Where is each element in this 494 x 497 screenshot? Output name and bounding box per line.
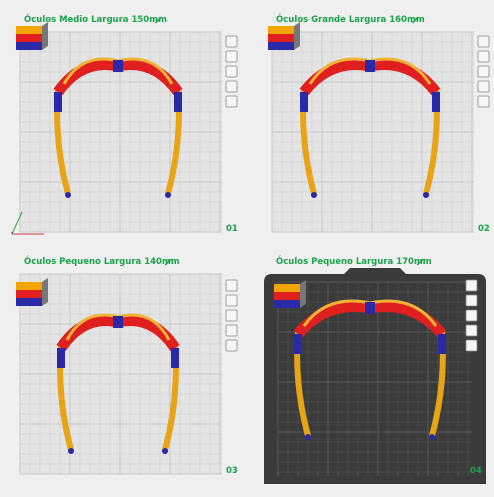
- glasses-bridge: [365, 60, 375, 72]
- axis-y: [11, 211, 23, 235]
- glasses-tip: [423, 192, 429, 198]
- filament-cube: [16, 282, 42, 290]
- filament-cube: [268, 34, 294, 42]
- plate-panel[interactable]: Óculos Grande Largura 160mm 02: [268, 13, 490, 234]
- filament-cube-side: [42, 22, 48, 50]
- plate-panel[interactable]: Óculos Pequeno Largura 140mm 03: [16, 255, 238, 476]
- edit-icon[interactable]: [416, 258, 424, 266]
- glasses-tip: [429, 434, 435, 440]
- plate-tool-button[interactable]: [225, 80, 238, 93]
- filament-cube: [268, 42, 294, 50]
- edit-icon[interactable]: [411, 16, 419, 24]
- filament-cube-side: [294, 22, 300, 50]
- glasses-hinge: [171, 348, 179, 368]
- plate-tool-button[interactable]: [225, 50, 238, 63]
- glasses-bridge: [365, 302, 375, 314]
- plate-panel[interactable]: Óculos Medio Largura 150mm 01: [11, 13, 238, 235]
- plate-number: 04: [470, 466, 482, 476]
- glasses-tip: [68, 448, 74, 454]
- plate-tool-button[interactable]: [465, 309, 478, 322]
- plate-title[interactable]: Óculos Medio Largura 150mm: [24, 13, 167, 25]
- glasses-hinge: [54, 92, 62, 112]
- filament-cube: [274, 300, 300, 308]
- plate-title[interactable]: Óculos Pequeno Largura 170mm: [276, 255, 432, 267]
- glasses-bridge: [113, 316, 123, 328]
- filament-cube-side: [300, 280, 306, 308]
- glasses-hinge: [432, 92, 440, 112]
- glasses-hinge: [294, 334, 302, 354]
- glasses-hinge: [438, 334, 446, 354]
- plate-number: 01: [226, 224, 238, 234]
- filament-cube: [16, 290, 42, 298]
- filament-cube: [16, 26, 42, 34]
- plate-title[interactable]: Óculos Pequeno Largura 140mm: [24, 255, 180, 267]
- plate-tool-button[interactable]: [225, 309, 238, 322]
- filament-cube: [16, 34, 42, 42]
- plate-tool-button[interactable]: [477, 80, 490, 93]
- plate-tool-button[interactable]: [465, 324, 478, 337]
- plate-tool-button[interactable]: [465, 279, 478, 292]
- edit-icon[interactable]: [154, 16, 162, 24]
- glasses-tip: [311, 192, 317, 198]
- plate-number: 02: [478, 224, 490, 234]
- plate-tool-button[interactable]: [225, 35, 238, 48]
- plate-tool-button[interactable]: [465, 294, 478, 307]
- plate-tool-button[interactable]: [225, 339, 238, 352]
- glasses-tip: [65, 192, 71, 198]
- filament-cube-side: [42, 278, 48, 306]
- plate-tool-button[interactable]: [477, 35, 490, 48]
- filament-cube: [274, 284, 300, 292]
- edit-icon[interactable]: [164, 258, 172, 266]
- glasses-tip: [165, 192, 171, 198]
- plate-tool-button[interactable]: [477, 95, 490, 108]
- plate-tool-button[interactable]: [225, 294, 238, 307]
- plate-panel[interactable]: Óculos Pequeno Largura 170mm 04: [264, 255, 486, 484]
- glasses-tip: [162, 448, 168, 454]
- filament-cube: [268, 26, 294, 34]
- filament-cube: [16, 42, 42, 50]
- plate-title[interactable]: Óculos Grande Largura 160mm: [276, 13, 425, 25]
- plate-tool-button[interactable]: [225, 65, 238, 78]
- plate-tool-button[interactable]: [477, 50, 490, 63]
- plate-number: 03: [226, 466, 238, 476]
- glasses-hinge: [300, 92, 308, 112]
- plate-tool-button[interactable]: [225, 95, 238, 108]
- plate-tool-button[interactable]: [477, 65, 490, 78]
- plate-tool-button[interactable]: [225, 279, 238, 292]
- filament-cube: [274, 292, 300, 300]
- filament-cube: [16, 298, 42, 306]
- glasses-hinge: [57, 348, 65, 368]
- glasses-bridge: [113, 60, 123, 72]
- glasses-tip: [305, 434, 311, 440]
- plate-tool-button[interactable]: [465, 339, 478, 352]
- plate-tool-button[interactable]: [225, 324, 238, 337]
- glasses-hinge: [174, 92, 182, 112]
